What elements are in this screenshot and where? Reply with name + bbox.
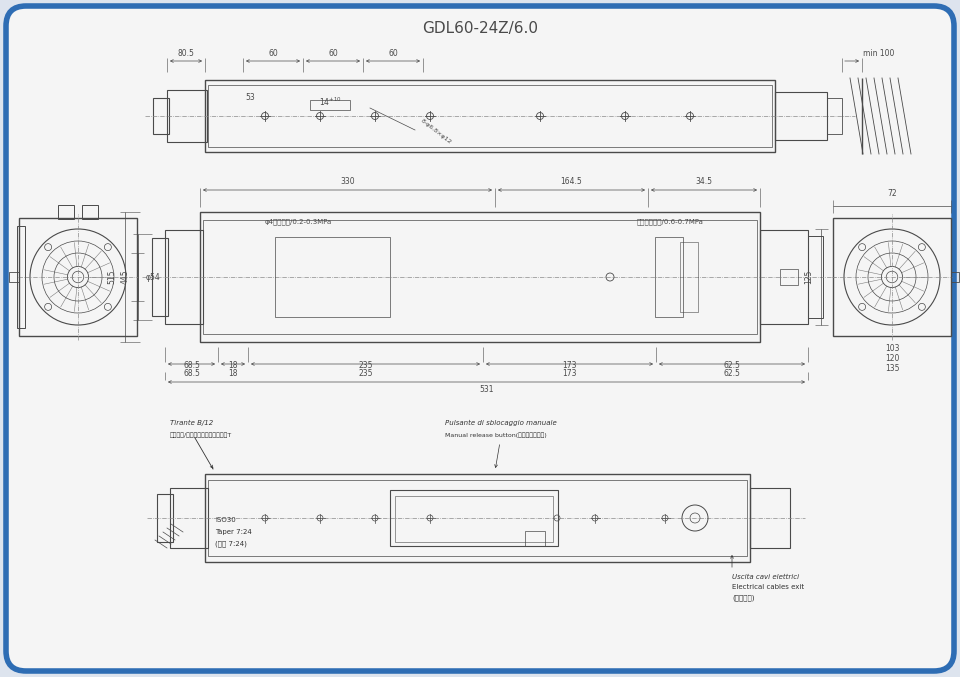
Text: 18: 18 — [228, 369, 238, 378]
Text: 刹车气管接口/0.6-0.7MPa: 刹车气管接口/0.6-0.7MPa — [636, 219, 704, 225]
Text: 235: 235 — [358, 369, 372, 378]
Text: 68.5: 68.5 — [183, 361, 200, 370]
Text: 34.5: 34.5 — [695, 177, 712, 186]
Bar — [165, 230, 203, 324]
Text: (精度 7:24): (精度 7:24) — [215, 541, 247, 547]
Bar — [208, 85, 772, 147]
Text: Manual release button(制动手释放按钮): Manual release button(制动手释放按钮) — [445, 433, 547, 438]
Text: 235: 235 — [358, 361, 372, 370]
Bar — [760, 230, 808, 324]
Text: 173: 173 — [563, 369, 577, 378]
Text: 60: 60 — [388, 49, 397, 58]
Text: 53: 53 — [245, 93, 254, 102]
Bar — [203, 220, 757, 334]
Text: 330: 330 — [340, 177, 355, 186]
Bar — [205, 474, 750, 562]
Bar — [9, 272, 19, 282]
Text: Pulsante di sblocaggio manuale: Pulsante di sblocaggio manuale — [445, 420, 557, 426]
Bar — [750, 488, 790, 548]
Bar — [780, 269, 798, 285]
Text: 445: 445 — [121, 269, 130, 284]
Bar — [395, 496, 553, 542]
Bar — [82, 205, 98, 219]
Text: 120: 120 — [885, 354, 900, 363]
Text: Electrical cables exit: Electrical cables exit — [732, 584, 804, 590]
Text: 68.5: 68.5 — [183, 369, 200, 378]
Text: GDL60-24Z/6.0: GDL60-24Z/6.0 — [422, 22, 538, 37]
Bar — [310, 100, 350, 110]
Text: 18: 18 — [228, 361, 238, 370]
Text: 103: 103 — [885, 344, 900, 353]
Bar — [680, 242, 698, 312]
Bar — [19, 218, 137, 336]
Bar — [525, 531, 545, 546]
Text: φ54: φ54 — [146, 273, 160, 282]
Text: 62.5: 62.5 — [724, 361, 740, 370]
Bar — [17, 226, 25, 328]
Bar — [775, 92, 827, 140]
Text: (电缆出口): (电缆出口) — [732, 594, 755, 600]
FancyBboxPatch shape — [6, 6, 954, 671]
Bar — [58, 205, 74, 219]
Bar — [167, 90, 207, 142]
Bar — [390, 490, 558, 546]
Bar — [205, 80, 775, 152]
Text: 173: 173 — [563, 361, 577, 370]
Bar — [152, 238, 168, 316]
Text: 牵引螺钉/连接尺寸需向供应商确认T: 牵引螺钉/连接尺寸需向供应商确认T — [170, 433, 232, 438]
Bar — [827, 98, 842, 134]
Bar — [833, 218, 951, 336]
Bar — [808, 236, 823, 318]
Bar — [153, 98, 169, 134]
Text: 8-φ6.8×φ12: 8-φ6.8×φ12 — [420, 118, 452, 146]
Bar — [208, 480, 747, 556]
Text: Tirante B/12: Tirante B/12 — [170, 420, 213, 426]
Text: 14$^{+10}$: 14$^{+10}$ — [319, 96, 342, 108]
Text: 164.5: 164.5 — [561, 177, 583, 186]
Text: ISO30: ISO30 — [215, 517, 236, 523]
Text: 60: 60 — [268, 49, 277, 58]
Text: 72: 72 — [887, 189, 897, 198]
Text: 515: 515 — [107, 269, 116, 284]
Text: 60: 60 — [328, 49, 338, 58]
Text: 531: 531 — [479, 385, 493, 394]
Text: Taper 7:24: Taper 7:24 — [215, 529, 252, 535]
Bar — [275, 237, 390, 317]
Text: 62.5: 62.5 — [724, 369, 740, 378]
Bar — [951, 272, 959, 282]
Bar — [200, 212, 760, 342]
Text: 80.5: 80.5 — [178, 49, 195, 58]
Bar — [170, 488, 208, 548]
Text: φ4气管接口/0.2-0.3MPa: φ4气管接口/0.2-0.3MPa — [265, 219, 332, 225]
Bar — [655, 237, 683, 317]
Text: 125: 125 — [804, 270, 813, 284]
Text: min 100: min 100 — [863, 49, 895, 58]
Text: 135: 135 — [885, 364, 900, 373]
Text: Uscita cavi elettrici: Uscita cavi elettrici — [732, 574, 799, 580]
Bar — [157, 494, 173, 542]
